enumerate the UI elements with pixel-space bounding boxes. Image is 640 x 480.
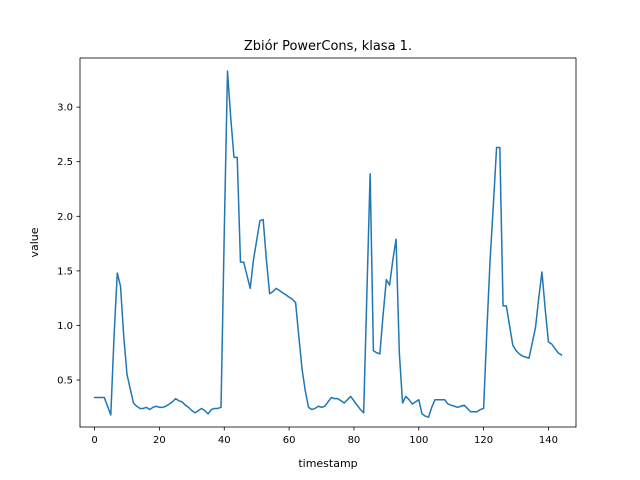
x-tick-label: 40 <box>218 435 231 446</box>
y-tick-label: 3.0 <box>57 103 73 114</box>
plot-area <box>93 70 563 418</box>
series-line <box>93 70 563 418</box>
x-tick-label: 140 <box>539 435 558 446</box>
plot-frame <box>79 57 577 428</box>
x-tick-label: 0 <box>91 435 97 446</box>
chart-title: Zbiór PowerCons, klasa 1. <box>244 39 412 54</box>
x-tick-label: 80 <box>348 435 361 446</box>
y-tick-label: 1.0 <box>57 321 73 332</box>
y-tick-label: 2.0 <box>57 212 73 223</box>
y-tick-label: 0.5 <box>57 376 73 387</box>
x-tick-label: 20 <box>153 435 166 446</box>
x-tick-label: 100 <box>409 435 428 446</box>
x-axis-ticks: 0 20 40 60 80 100 120 140 <box>91 427 558 446</box>
x-tick-label: 120 <box>474 435 493 446</box>
y-axis-label: value <box>28 227 41 257</box>
y-axis-ticks: 0.5 1.0 1.5 2.0 2.5 3.0 <box>57 103 80 387</box>
x-axis-label: timestamp <box>298 457 357 470</box>
y-tick-label: 1.5 <box>57 266 73 277</box>
x-tick-label: 60 <box>283 435 296 446</box>
y-tick-label: 2.5 <box>57 157 73 168</box>
